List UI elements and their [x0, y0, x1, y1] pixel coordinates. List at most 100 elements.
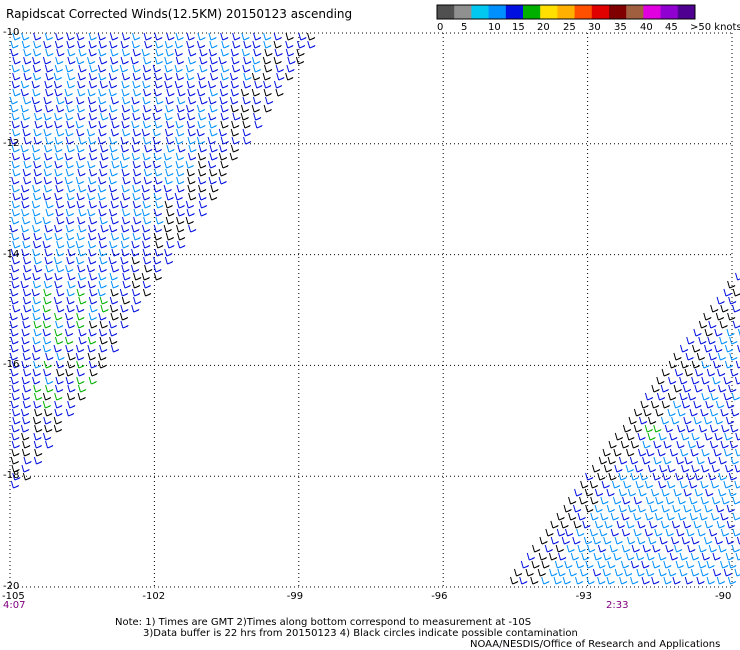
wind-barb	[122, 280, 131, 289]
wind-barb	[87, 280, 96, 289]
wind-barb	[88, 256, 97, 265]
wind-barb	[122, 96, 131, 105]
wind-barb	[10, 368, 19, 377]
wind-barb	[76, 320, 85, 329]
wind-barb	[20, 224, 30, 233]
wind-barb	[209, 144, 218, 153]
wind-barb	[262, 56, 272, 65]
wind-barb	[724, 464, 734, 473]
wind-barb	[75, 120, 84, 129]
wind-barb	[100, 112, 109, 121]
wind-barb	[164, 160, 173, 169]
wind-barb	[66, 304, 75, 313]
wind-barb	[97, 64, 107, 73]
wind-barb	[696, 440, 705, 449]
wind-barb	[708, 320, 717, 329]
wind-barb	[33, 360, 42, 369]
wind-barb	[658, 480, 667, 489]
wind-barb	[251, 72, 261, 81]
wind-barb	[44, 232, 53, 241]
wind-barb	[33, 136, 42, 145]
wind-barb	[11, 184, 20, 193]
wind-barb	[708, 544, 717, 553]
wind-barb	[122, 176, 131, 185]
wind-barb	[121, 32, 131, 41]
wind-barb	[132, 200, 141, 209]
wind-barb	[579, 568, 589, 577]
wind-barb	[76, 304, 85, 313]
wind-barb	[686, 424, 695, 433]
wind-barb	[55, 384, 64, 393]
wind-barb	[130, 264, 140, 273]
wind-barb	[144, 40, 153, 49]
wind-barb	[67, 272, 76, 281]
wind-barb	[602, 448, 611, 457]
wind-barb	[679, 568, 688, 577]
wind-barb	[121, 48, 131, 57]
wind-barb	[704, 504, 713, 513]
wind-barb	[704, 432, 713, 441]
wind-barb	[573, 520, 582, 529]
wind-barb	[108, 176, 117, 185]
wind-barb	[11, 176, 20, 185]
legend-swatch	[437, 5, 455, 19]
wind-barb	[710, 480, 720, 489]
wind-barb	[99, 296, 108, 305]
wind-barb	[53, 344, 62, 353]
wind-barb	[44, 224, 53, 233]
wind-barb	[731, 408, 740, 417]
wind-barb	[207, 160, 217, 169]
wind-barb	[11, 408, 21, 417]
wind-barb	[164, 112, 173, 121]
wind-barb	[541, 576, 550, 585]
wind-barb	[652, 560, 661, 569]
wind-barb	[600, 512, 609, 521]
wind-barb	[89, 64, 98, 73]
wind-barb	[110, 312, 119, 321]
wind-barb	[274, 48, 283, 57]
wind-barb	[285, 32, 294, 41]
wind-barb	[131, 120, 140, 129]
wind-barb	[110, 48, 119, 57]
wind-barb	[307, 32, 316, 41]
wind-barb	[32, 56, 41, 65]
wind-barb	[22, 256, 32, 265]
wind-barb	[254, 80, 263, 89]
wind-barb	[174, 64, 183, 73]
wind-barb	[188, 224, 197, 233]
wind-barb	[44, 64, 54, 73]
wind-barb	[263, 88, 272, 97]
wind-barb	[89, 304, 98, 313]
wind-barb	[618, 472, 627, 481]
wind-barb	[681, 464, 690, 473]
wind-barb	[33, 440, 42, 449]
wind-barb	[67, 56, 76, 65]
wind-barb	[719, 336, 728, 345]
wind-barb	[723, 376, 732, 385]
wind-barb	[711, 464, 720, 473]
wind-barb	[131, 104, 140, 113]
legend-swatch	[677, 5, 696, 19]
wind-barb	[155, 200, 164, 209]
wind-barb	[659, 464, 668, 473]
wind-barb	[87, 336, 97, 345]
wind-barb	[556, 528, 566, 537]
wind-barb	[87, 352, 96, 361]
wind-barb	[712, 376, 721, 385]
wind-barb	[166, 144, 175, 153]
wind-barb	[43, 168, 52, 177]
wind-barb	[576, 528, 585, 537]
wind-barb	[153, 152, 162, 161]
wind-barb	[208, 176, 217, 185]
wind-barb	[603, 464, 613, 473]
wind-barb	[155, 240, 164, 249]
note-line-1: Note: 1) Times are GMT 2)Times along bot…	[115, 617, 532, 628]
wind-barb	[11, 200, 20, 209]
wind-barb	[99, 200, 108, 209]
wind-barb	[21, 248, 30, 257]
wind-barb	[707, 384, 716, 393]
wind-barb	[76, 144, 85, 153]
wind-barb	[98, 176, 107, 185]
wind-barb	[67, 280, 76, 289]
wind-barb	[88, 104, 97, 113]
